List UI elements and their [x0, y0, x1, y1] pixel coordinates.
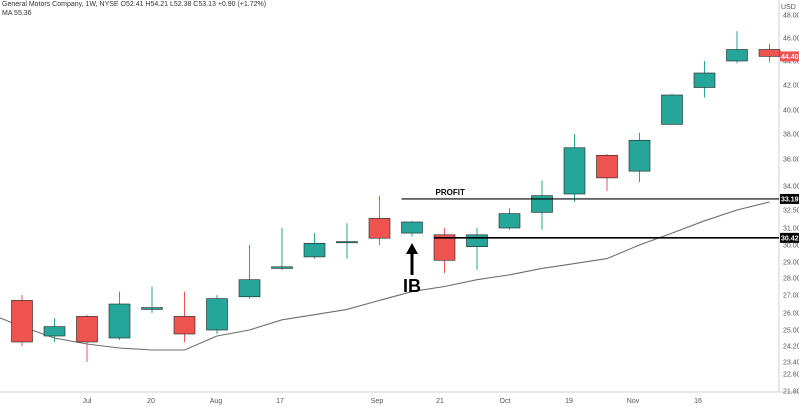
candle-body: [173, 316, 196, 335]
level-price-badge-text: 33.19: [781, 196, 799, 203]
y-tick-label: 40.00: [783, 108, 799, 115]
moving-average-line: [0, 201, 770, 351]
y-tick-label: 44.00: [783, 59, 799, 66]
x-tick-label: Nov: [627, 398, 640, 405]
candle-body: [563, 147, 586, 195]
candle-body: [661, 94, 683, 125]
y-tick-label: 24.20: [783, 344, 799, 351]
x-tick-label: 19: [565, 398, 573, 405]
last-price-badge: [780, 51, 799, 62]
ib-annotation-label: IB: [403, 276, 421, 296]
x-tick-label: 20: [147, 398, 155, 405]
candle-body: [271, 266, 293, 269]
candle-body: [596, 154, 618, 179]
y-tick-label: 29.00: [783, 260, 799, 267]
y-tick-label: 31.00: [783, 226, 799, 233]
candle-body: [141, 307, 163, 310]
candle-body: [303, 243, 326, 258]
y-tick-label: 22.60: [783, 372, 799, 379]
chart-header-ma: MA 55.36: [2, 10, 32, 17]
candle-body: [531, 195, 553, 213]
x-tick-label: Aug: [210, 398, 223, 405]
last-price-badge-text: 44.40: [781, 54, 799, 61]
y-tick-label: 48.00: [783, 13, 799, 20]
candle-body: [693, 72, 716, 88]
candle-body: [11, 300, 33, 343]
y-tick-label: 21.80: [783, 389, 799, 396]
candle-body: [628, 139, 651, 172]
candle-body: [336, 241, 358, 244]
candle-body: [238, 279, 261, 298]
currency-label: USD: [781, 4, 796, 11]
candle-body: [758, 49, 781, 57]
x-tick-label: Oct: [500, 398, 511, 405]
y-tick-label: 46.00: [783, 36, 799, 43]
level-price-badge: [780, 232, 799, 243]
y-tick-label: 28.00: [783, 276, 799, 283]
y-tick-label: 23.40: [783, 360, 799, 367]
candle-body: [43, 326, 66, 337]
candle-body: [466, 234, 488, 248]
candle-body: [76, 316, 98, 343]
y-tick-label: 25.00: [783, 328, 799, 335]
level-price-badge-text: 30.42: [781, 235, 799, 242]
y-tick-label: 38.00: [783, 132, 799, 139]
y-tick-label: 36.00: [783, 157, 799, 164]
candle-body: [433, 234, 456, 261]
x-tick-label: Jul: [83, 398, 92, 405]
candle-body: [206, 298, 228, 331]
level-price-badge: [780, 193, 799, 204]
candle-body: [498, 213, 521, 229]
y-tick-label: 27.00: [783, 293, 799, 300]
y-tick-label: 42.00: [783, 83, 799, 90]
profit-label: PROFIT: [436, 188, 465, 197]
chart-header-ohlc: General Motors Company, 1W, NYSE O52.41 …: [2, 1, 267, 8]
x-tick-label: 17: [276, 398, 284, 405]
candle-body: [726, 49, 748, 62]
x-tick-label: 21: [436, 398, 444, 405]
y-tick-label: 34.00: [783, 184, 799, 191]
x-tick-label: 16: [694, 398, 702, 405]
y-tick-label: 26.00: [783, 311, 799, 318]
arrow-up-head-icon: [406, 243, 418, 254]
candle-body: [401, 221, 423, 234]
candle-body: [368, 218, 391, 239]
candle-body: [108, 303, 131, 339]
y-tick-label: 30.00: [783, 243, 799, 250]
y-tick-label: 32.50: [783, 208, 799, 215]
x-tick-label: Sep: [371, 398, 384, 405]
